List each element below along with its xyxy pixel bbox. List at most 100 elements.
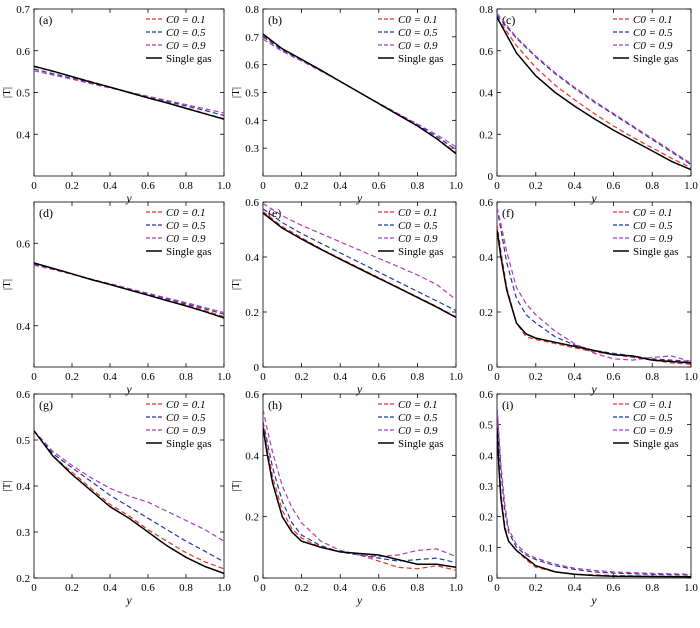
x-tick-label: 1.0 (449, 180, 463, 192)
y-tick-label: 0.8 (245, 4, 259, 16)
x-tick-label: 0.8 (645, 180, 659, 192)
series-line-c0-0-5 (263, 36, 456, 151)
panel-f: 0 0.2 0.4 0.6 0.8 1.000.20.40.6y(f) C0 = 0.1C0… (479, 197, 698, 396)
x-tick-label: 0 (260, 582, 266, 594)
legend-label-c0-0-5: C0 = 0.5 (633, 220, 673, 232)
y-tick-label: 0.2 (479, 307, 493, 319)
y-axis-label: |T| (1, 87, 13, 98)
x-axis-label: y (356, 593, 363, 607)
x-tick-label: 0.2 (65, 371, 79, 383)
y-tick-label: 0.4 (479, 88, 493, 100)
x-tick-label: 0.4 (568, 371, 582, 383)
series-line-c0-0-9 (34, 264, 224, 314)
x-tick-label: 0 (31, 371, 37, 383)
y-tick-label: 0.4 (16, 129, 30, 141)
x-tick-label: 0.2 (529, 371, 543, 383)
y-axis-label: |T| (230, 279, 242, 290)
panel-i: 0 0.2 0.4 0.6 0.8 1.0 0 0.1 0.2 0.3 0.4 0.5 0.6 y (i) C… (479, 389, 698, 607)
series-line-single-gas (263, 212, 456, 319)
x-tick-label: 0.4 (568, 180, 582, 192)
x-tick-label: 0.4 (568, 582, 582, 594)
series-line-c0-0-9 (497, 207, 691, 363)
series-line-single-gas (34, 430, 224, 575)
x-tick-label: 0 (260, 180, 266, 192)
x-axis-label: y (590, 382, 597, 396)
x-tick-label: 0.6 (141, 371, 155, 383)
panel-label: (i) (502, 398, 513, 412)
y-tick-label: 0.4 (479, 450, 493, 462)
x-tick-label: 0 (494, 371, 500, 383)
legend-label-single-gas: Single gas (633, 246, 679, 258)
x-tick-label: 1.0 (217, 371, 231, 383)
y-tick-label: 0.2 (479, 129, 493, 141)
y-tick-label: 0 (254, 362, 260, 374)
y-tick-label: 0 (488, 362, 494, 374)
legend-label-c0-0-5: C0 = 0.5 (633, 412, 673, 424)
x-tick-label: 0.6 (372, 180, 386, 192)
panel-d: 0 0.2 0.4 0.6 0.8 1.00.40.6y|T|(d) C0 = 0.1C0 … (1, 201, 231, 396)
legend-label-single-gas: Single gas (398, 438, 444, 450)
series-line-c0-0-9 (263, 409, 456, 558)
x-tick-label: 0.2 (295, 180, 309, 192)
y-tick-label: 0.2 (479, 512, 493, 524)
x-axis-label: y (125, 593, 132, 607)
x-tick-label: 0.8 (179, 582, 193, 594)
series-line-c0-0-9 (497, 12, 691, 165)
y-tick-label: 0.8 (479, 4, 493, 16)
series-line-c0-0-5 (497, 14, 691, 166)
series-line-single-gas (263, 427, 456, 569)
y-tick-label: 0 (488, 573, 494, 585)
legend-label-c0-0-9: C0 = 0.9 (633, 425, 673, 437)
legend-label-c0-0-9: C0 = 0.9 (166, 233, 206, 245)
legend-label-c0-0-5: C0 = 0.5 (398, 220, 438, 232)
legend-label-single-gas: Single gas (633, 53, 679, 65)
x-tick-label: 1.0 (217, 582, 231, 594)
y-tick-label: 0.5 (479, 420, 493, 432)
series-line-single-gas (497, 229, 691, 364)
legend-label-c0-0-1: C0 = 0.1 (166, 14, 206, 26)
legend-label-c0-0-5: C0 = 0.5 (166, 27, 206, 39)
x-tick-label: 1.0 (684, 582, 698, 594)
series-line-c0-0-1 (34, 430, 224, 570)
x-tick-label: 0.8 (411, 180, 425, 192)
y-tick-label: 0 (488, 171, 494, 183)
y-tick-label: 0.6 (245, 60, 259, 72)
y-tick-label: 0.2 (16, 573, 30, 585)
x-tick-label: 1.0 (684, 371, 698, 383)
panel-label: (d) (39, 206, 53, 220)
legend-label-c0-0-1: C0 = 0.1 (398, 14, 438, 26)
panel-b: 0 0.2 0.4 0.6 0.8 1.0 0.3 0.4 0.5 0.6 0.7 0.8 y |T| (b… (230, 4, 463, 205)
x-axis-label: y (356, 191, 363, 205)
x-tick-label: 0.8 (411, 582, 425, 594)
y-axis-label: |T| (230, 480, 242, 491)
legend-label-c0-0-1: C0 = 0.1 (633, 14, 673, 26)
y-tick-label: 0.7 (16, 4, 30, 16)
legend-label-c0-0-9: C0 = 0.9 (633, 40, 673, 52)
series-line-single-gas (34, 262, 224, 319)
x-tick-label: 0.6 (607, 180, 621, 192)
x-tick-label: 0.6 (607, 371, 621, 383)
panel-label: (e) (268, 206, 281, 220)
x-tick-label: 0 (31, 582, 37, 594)
legend-label-c0-0-5: C0 = 0.5 (166, 412, 206, 424)
legend-label-c0-0-9: C0 = 0.9 (398, 233, 438, 245)
x-axis-label: y (125, 191, 132, 205)
y-tick-label: 0.3 (245, 143, 259, 155)
x-tick-label: 0.2 (295, 371, 309, 383)
panel-label: (a) (39, 13, 52, 27)
y-tick-label: 0.3 (479, 481, 493, 493)
y-tick-label: 0.5 (16, 435, 30, 447)
x-tick-label: 0.8 (179, 371, 193, 383)
panel-label: (g) (39, 398, 53, 412)
x-tick-label: 0.4 (333, 582, 347, 594)
y-tick-label: 0.4 (479, 252, 493, 264)
x-axis-label: y (590, 593, 597, 607)
legend-label-single-gas: Single gas (398, 246, 444, 258)
legend-label-c0-0-5: C0 = 0.5 (633, 27, 673, 39)
y-tick-label: 0.6 (16, 46, 30, 58)
x-tick-label: 0 (260, 371, 266, 383)
legend-label-c0-0-9: C0 = 0.9 (398, 40, 438, 52)
x-tick-label: 0 (494, 180, 500, 192)
